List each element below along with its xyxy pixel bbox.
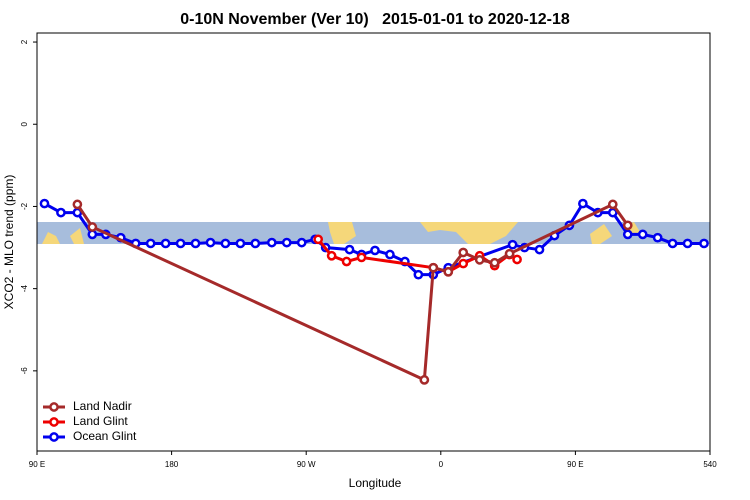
point bbox=[313, 234, 324, 245]
point bbox=[344, 244, 355, 255]
point bbox=[370, 245, 380, 256]
x-tick-label: 90 W bbox=[297, 460, 316, 469]
x-tick-label: 90 E bbox=[29, 460, 45, 469]
point bbox=[385, 249, 395, 260]
x-tick-label: 0 bbox=[439, 460, 444, 469]
point bbox=[266, 237, 277, 248]
y-tick-label: 0 bbox=[20, 121, 29, 126]
point bbox=[504, 248, 515, 259]
point bbox=[72, 199, 83, 210]
point bbox=[87, 222, 98, 232]
point bbox=[699, 238, 709, 249]
point bbox=[443, 266, 454, 277]
legend-label: Ocean Glint bbox=[73, 429, 137, 443]
point bbox=[419, 375, 430, 385]
point bbox=[205, 237, 216, 248]
point bbox=[220, 238, 231, 249]
y-tick-label: -4 bbox=[20, 285, 29, 293]
legend-marker bbox=[49, 432, 59, 442]
x-axis-label: Longitude bbox=[349, 476, 402, 490]
point bbox=[637, 229, 648, 240]
legend-label: Land Glint bbox=[73, 414, 128, 428]
point bbox=[458, 247, 469, 258]
point bbox=[190, 238, 201, 249]
plot-frame bbox=[36, 32, 711, 452]
point bbox=[474, 255, 485, 265]
point bbox=[175, 238, 186, 249]
land bbox=[42, 228, 84, 244]
point bbox=[145, 238, 156, 249]
point bbox=[296, 237, 307, 248]
point bbox=[667, 238, 678, 249]
y-tick-label: -6 bbox=[20, 367, 29, 375]
point bbox=[250, 238, 261, 249]
land bbox=[328, 222, 356, 244]
point bbox=[682, 238, 693, 249]
series-line bbox=[317, 238, 518, 274]
point bbox=[235, 238, 246, 249]
point bbox=[281, 237, 292, 248]
point bbox=[507, 239, 518, 250]
point bbox=[160, 238, 171, 249]
point bbox=[56, 207, 66, 218]
point bbox=[458, 258, 469, 269]
point bbox=[413, 269, 424, 280]
point bbox=[428, 262, 439, 273]
point bbox=[622, 220, 633, 231]
legend-marker bbox=[49, 417, 59, 427]
point bbox=[489, 257, 500, 268]
point bbox=[356, 252, 367, 263]
legend-marker bbox=[49, 402, 59, 412]
y-tick-label: 2 bbox=[20, 39, 29, 44]
point bbox=[607, 199, 618, 210]
point bbox=[39, 198, 50, 209]
point bbox=[512, 254, 522, 265]
point bbox=[652, 232, 663, 243]
chart-title: 0-10N November (Ver 10) 2015-01-01 to 20… bbox=[180, 11, 570, 28]
point bbox=[326, 250, 337, 261]
x-tick-label: 90 E bbox=[567, 460, 583, 469]
point bbox=[87, 229, 98, 240]
land bbox=[420, 222, 518, 244]
legend-label: Land Nadir bbox=[73, 399, 132, 413]
y-axis-label: XCO2 - MLO trend (ppm) bbox=[2, 175, 16, 310]
x-tick-label: 540 bbox=[703, 460, 717, 469]
point bbox=[341, 256, 352, 267]
point bbox=[578, 198, 588, 209]
y-tick-label: -2 bbox=[20, 202, 29, 210]
point bbox=[622, 229, 633, 240]
x-tick-label: 180 bbox=[165, 460, 179, 469]
point bbox=[534, 244, 545, 255]
